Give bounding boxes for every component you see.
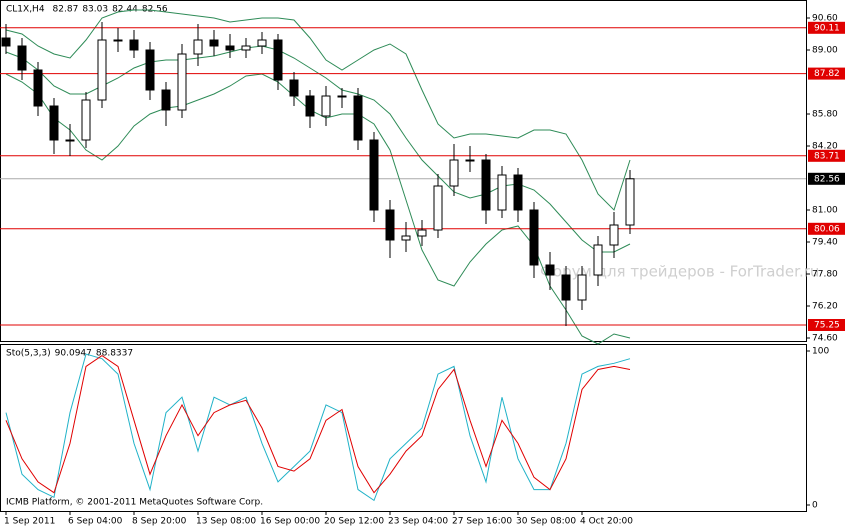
x-tick-label: 6 Sep 04:00 [68,517,123,527]
stochastic-line [5,355,631,494]
y-tick-label: 76.20 [812,302,838,312]
candle-body [417,229,427,237]
candle-body [49,105,59,141]
y-tick-label: 89.00 [812,46,838,56]
stochastic-line [5,353,631,502]
bollinger-band [5,9,631,211]
level-box [808,149,845,162]
candle-body [593,244,603,276]
readout-value: 82.56 [142,5,168,15]
candle-body [353,95,363,141]
level-box [808,67,845,80]
x-tick-label: 13 Sep 08:00 [196,517,256,527]
candle-body [1,37,11,47]
candle-body [17,45,27,71]
candle-body [625,178,635,226]
candle-body [449,159,459,187]
x-tick-label: 30 Sep 08:00 [516,517,576,527]
y-tick-label: 85.80 [812,110,838,120]
candle-body [369,139,379,211]
candle-body [225,45,235,51]
candle-body [577,274,587,301]
candle-body [65,139,75,142]
symbol: CL1X,H4 [6,5,45,15]
candle-body [561,274,571,301]
candle-body [257,39,267,47]
candle-body [433,185,443,231]
readout-value: 90.0947 [55,349,92,359]
candle-body [529,209,539,266]
readout-value: 83.03 [82,5,108,15]
level-label: 87.82 [814,69,840,79]
candle-body [305,95,315,117]
level-label: 90.11 [814,23,840,33]
level-box [808,319,845,331]
candle-body [177,53,187,111]
readout-value: 88.8337 [96,349,133,359]
level-label: 75.25 [814,321,840,331]
last-price-label: 82.56 [814,174,840,184]
candle-body [497,174,507,211]
bollinger-band [5,45,631,253]
y-tick-label: 90.60 [812,14,838,24]
y-tick-label: 77.80 [812,270,838,280]
x-tick-label: 16 Sep 00:00 [260,517,320,527]
candle-body [209,39,219,47]
y-tick-label: 79.40 [812,238,838,248]
stochastic-panel [0,344,807,512]
x-tick-label: 4 Oct 20:00 [580,517,633,527]
candle-body [513,174,523,211]
x-tick-label: 20 Sep 12:00 [324,517,384,527]
y-tick-label: 100 [812,347,829,357]
watermark: Форум для трейдеров - ForTrader.ru [540,263,819,281]
readout-value: 82.44 [112,5,138,15]
candle-body [161,89,171,111]
candle-body [97,39,107,101]
y-tick-label: 0 [812,501,818,511]
candle-body [289,79,299,97]
copyright: ICMB Platform, © 2001-2011 MetaQuotes So… [6,498,263,508]
candle-body [385,209,395,241]
y-tick-label: 81.00 [812,206,838,216]
candle-body [273,39,283,81]
bollinger-band [5,73,631,345]
level-box [808,21,845,34]
candle-body [481,159,491,211]
candle-body [465,159,475,162]
candle-body [337,95,347,98]
candle-body [321,95,331,117]
level-label: 80.06 [814,224,840,234]
candle-body [609,224,619,246]
candle-body [401,235,411,241]
candle-body [145,49,155,91]
candle-body [241,45,251,51]
level-label: 83.71 [814,151,840,161]
candle-body [193,39,203,55]
last-price-box [808,172,845,185]
readout-value: 82.87 [53,5,79,15]
x-tick-label: 23 Sep 04:00 [388,517,448,527]
price-panel [0,0,807,342]
candle-body [33,69,43,107]
candle-body [129,39,139,51]
level-box [808,222,845,235]
x-tick-label: 1 Sep 2011 [4,517,55,527]
candle-body [545,264,555,276]
y-tick-label: 84.20 [812,142,838,152]
x-tick-label: 8 Sep 20:00 [132,517,187,527]
indicator-title: Sto(5,3,3) [6,349,51,359]
y-tick-label: 74.60 [812,334,838,344]
candle-body [113,39,123,42]
x-tick-label: 27 Sep 16:00 [452,517,512,527]
candle-body [81,99,91,141]
